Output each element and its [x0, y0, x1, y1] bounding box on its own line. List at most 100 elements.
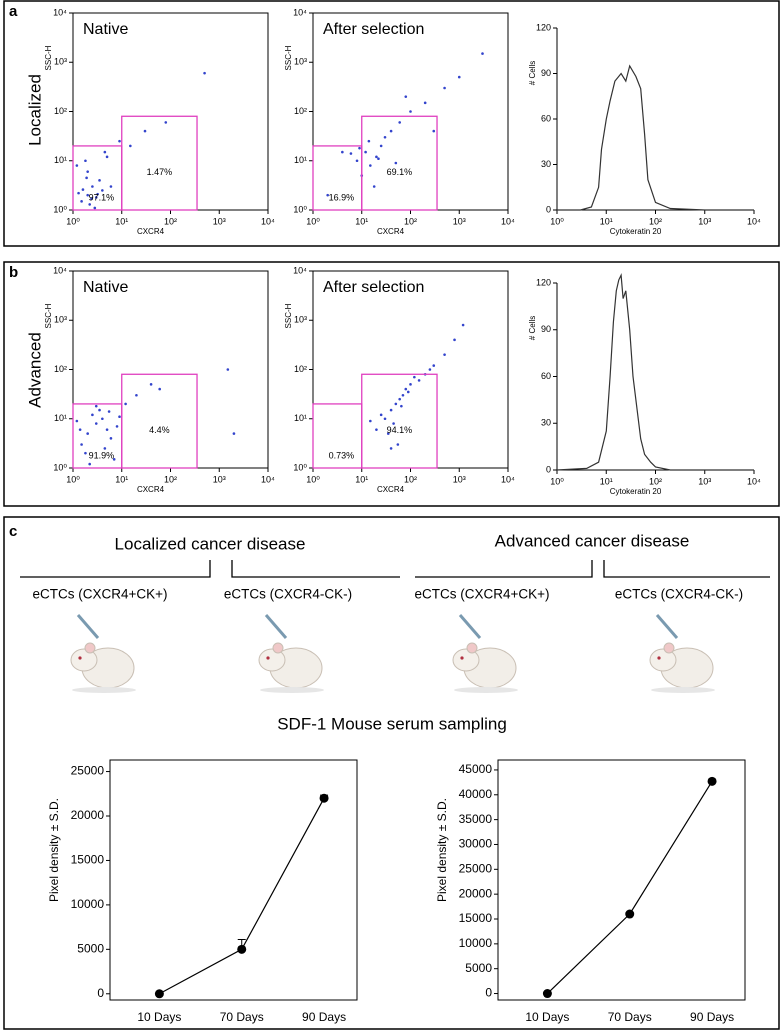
y-tick-label: 10⁴: [293, 265, 307, 275]
gate: [361, 115, 438, 211]
panel-a-frame: [3, 0, 780, 247]
mouse-shadow: [72, 687, 136, 693]
y-tick-label: 10³: [54, 315, 67, 325]
x-tick-label: 10²: [164, 474, 177, 484]
mouse-head: [70, 648, 98, 672]
y-axis-label: # Cells: [528, 316, 537, 340]
event-dot: [404, 387, 408, 391]
chart: 10⁰ 10¹ 10² 10³ 10⁴ 10⁰ 10¹ 10² 10³ 10⁴ Native CXCR…: [44, 265, 275, 494]
y-tick-label: 40000: [459, 787, 493, 801]
event-dot: [107, 410, 111, 413]
y-tick-label: 15000: [459, 911, 493, 925]
x-tick-label: 10⁴: [501, 216, 515, 226]
y-axis-label: SSC-H: [44, 303, 53, 328]
mouse-ear: [663, 642, 675, 654]
data-point: [319, 793, 329, 803]
x-tick-label: 10⁴: [747, 216, 761, 226]
y-tick-label: 20000: [459, 886, 493, 900]
y-axis-label: # Cells: [528, 61, 537, 85]
plot-frame: [497, 759, 746, 1001]
gate-label: 97.1%: [89, 192, 115, 202]
gate-label: 4.4%: [149, 425, 170, 435]
plot-frame: [312, 270, 509, 469]
y-tick-label: 120: [536, 277, 551, 287]
event-dot: [383, 135, 387, 139]
x-tick-label: 10³: [213, 216, 226, 226]
y-tick-label: 10²: [294, 106, 307, 116]
event-dot: [94, 196, 98, 199]
data-point: [707, 776, 717, 786]
event-dot: [86, 432, 89, 435]
sampling-title: SDF-1 Mouse serum sampling: [277, 714, 507, 733]
event-dot: [86, 193, 89, 197]
y-tick-label: 10⁰: [53, 462, 67, 472]
event-dot: [377, 157, 380, 161]
event-dot: [406, 390, 410, 394]
x-tick-label: 10⁴: [261, 216, 275, 226]
event-dot: [98, 408, 101, 412]
mouse-eye: [78, 656, 82, 660]
row-label: Advanced: [25, 332, 44, 408]
panel-b-frame: [3, 261, 780, 507]
y-tick-label: 10²: [294, 364, 307, 374]
y-tick-label: 0: [485, 986, 492, 1000]
x-axis-label: Cytokeratin 20: [610, 487, 662, 496]
event-dot: [103, 447, 107, 450]
event-dot: [386, 432, 390, 435]
event-dot: [101, 417, 104, 421]
plot-frame: [109, 759, 358, 1001]
y-axis-label: Pixel density ± S.D.: [47, 798, 61, 902]
x-tick-label: 10³: [453, 216, 466, 226]
event-dot: [232, 432, 236, 435]
x-tick-label: 10⁰: [550, 216, 564, 226]
event-dot: [112, 458, 116, 461]
event-dot: [379, 413, 383, 417]
histogram-line: [556, 272, 754, 471]
event-dot: [105, 155, 109, 159]
event-dot: [109, 437, 113, 440]
x-tick-label: 10¹: [115, 474, 128, 484]
event-dot: [358, 146, 361, 150]
x-tick-label: 10¹: [355, 216, 368, 226]
plot-title: Native: [83, 21, 128, 38]
chart: 10⁰ 10¹ 10² 10³ 10⁴ 10⁰ 10¹ 10² 10³ 10⁴ After sele…: [284, 7, 515, 236]
event-dot: [341, 150, 344, 154]
gate-label: 69.1%: [387, 167, 413, 177]
panel-label: a: [9, 3, 18, 20]
mouse-eye: [460, 656, 464, 660]
event-dot: [84, 159, 87, 163]
x-axis-label: CXCR4: [377, 485, 405, 494]
mouse-ear: [84, 642, 96, 654]
y-tick-label: 0: [97, 986, 104, 1000]
event-dot: [164, 121, 168, 124]
bracket: [415, 560, 593, 578]
y-tick-label: 90: [541, 68, 551, 78]
y-tick-label: 10⁴: [293, 7, 307, 17]
event-dot: [88, 203, 91, 206]
data-point: [154, 989, 164, 999]
event-dot: [129, 144, 132, 148]
mouse-label: eCTCs (CXCR4+CK+): [32, 587, 167, 602]
y-tick-label: 60: [541, 113, 551, 123]
event-dot: [379, 144, 383, 148]
event-dot: [85, 176, 88, 180]
gate-label: 16.9%: [329, 192, 355, 202]
event-dot: [417, 379, 421, 382]
x-tick-label: 10 Days: [525, 1010, 569, 1024]
event-dot: [453, 338, 456, 342]
event-dot: [94, 422, 98, 425]
plot-frame: [72, 12, 269, 211]
gate-label: 0.73%: [329, 450, 355, 460]
event-dot: [400, 404, 403, 408]
mouse-ear: [466, 642, 478, 654]
event-dot: [84, 451, 87, 455]
mouse-head: [649, 648, 677, 672]
y-tick-label: 10⁴: [53, 265, 67, 275]
syringe: [458, 614, 482, 639]
event-dot: [394, 161, 398, 165]
event-dot: [88, 462, 91, 466]
event-dot: [443, 86, 446, 90]
x-axis-label: Cytokeratin 20: [610, 227, 662, 236]
y-tick-label: 30000: [459, 837, 493, 851]
